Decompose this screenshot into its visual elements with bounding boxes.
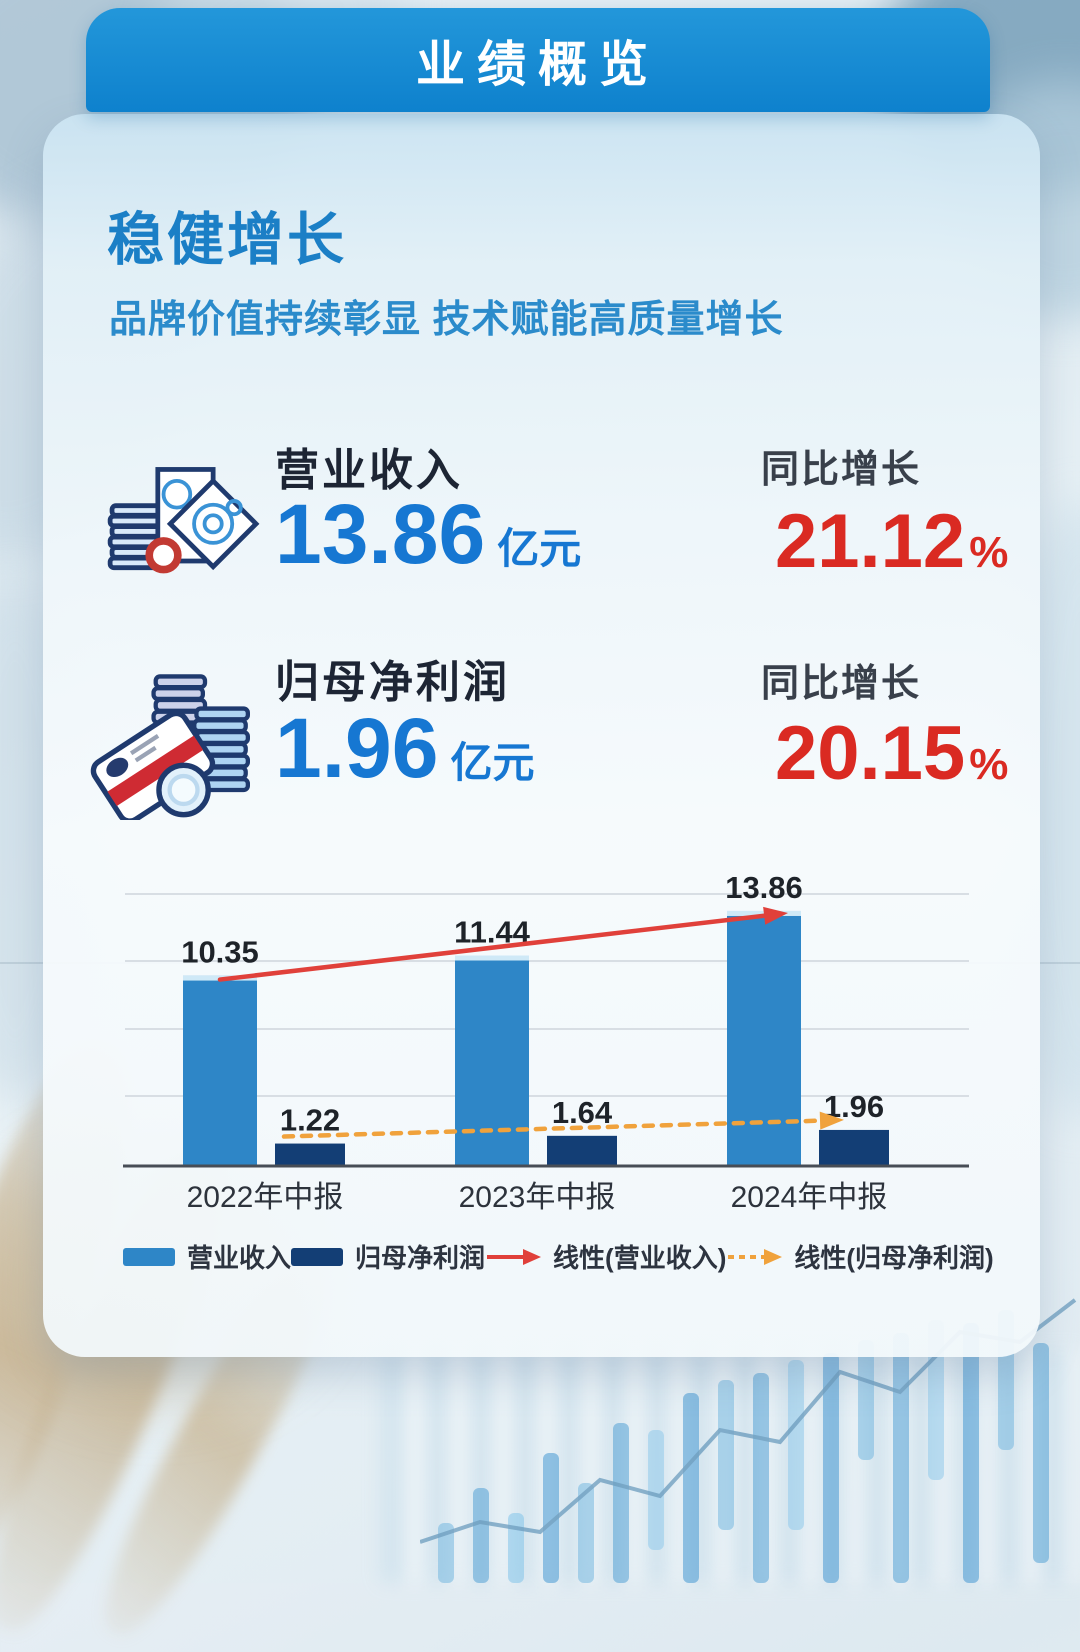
section-title: 稳健增长 [107,208,347,272]
legend-label-profit-trend: 线性(归母净利润) [794,1243,994,1273]
revenue-number: 13.86 [275,487,486,581]
banknotes-coins-icon [107,467,260,574]
legend-swatch-revenue [123,1247,175,1266]
performance-chart: 10.351.222022年中报11.441.642023年中报13.861.9… [123,870,969,1214]
net-profit-unit: 亿元 [450,739,535,786]
page-title: 业绩概览 [415,37,660,92]
svg-text:1.22: 1.22 [280,1103,340,1138]
revenue-growth-percent-sign: % [969,528,1009,577]
legend-swatch-profit [291,1247,344,1266]
legend-item-net-profit: 归母净利润 [291,1238,485,1275]
legend-item-revenue: 营业收入 [123,1238,291,1275]
revenue-label: 营业收入 [275,446,463,495]
net-profit-growth-number: 20.15 [775,711,966,796]
net-profit-number: 1.96 [275,701,439,795]
background-stock-chart [420,1298,1077,1583]
svg-text:1.64: 1.64 [552,1095,613,1130]
svg-text:2022年中报: 2022年中报 [187,1181,344,1214]
credit-card-coins-icon [90,674,250,820]
legend-label-revenue-trend: 线性(营业收入) [553,1243,727,1273]
section-subtitle: 品牌价值持续彰显 技术赋能高质量增长 [109,299,784,341]
legend-label-net-profit: 归母净利润 [355,1243,486,1273]
net-profit-growth-label: 同比增长 [761,663,922,705]
revenue-value: 13.86 亿元 [275,492,581,576]
revenue-growth-value: 21.12 % [775,504,1008,580]
net-profit-value: 1.96 亿元 [275,706,535,790]
legend-item-revenue-trend: 线性(营业收入) [485,1238,726,1275]
chart-legend: 营业收入 归母净利润 线性(营业收入) 线性(归母净利润) [123,1238,994,1275]
net-profit-growth-percent-sign: % [969,740,1009,789]
svg-text:13.86: 13.86 [725,870,803,905]
svg-text:2023年中报: 2023年中报 [459,1181,616,1214]
legend-arrow-profit-trend [728,1248,783,1265]
legend-label-revenue: 营业收入 [187,1243,292,1273]
legend-arrow-revenue-trend [487,1248,542,1265]
revenue-growth-number: 21.12 [775,499,966,584]
report-card: 稳健增长 品牌价值持续彰显 技术赋能高质量增长 营业收入 13.86 亿元 同比… [43,114,1040,1357]
svg-text:2024年中报: 2024年中报 [731,1181,888,1214]
header-banner: 业绩概览 [86,8,990,112]
net-profit-label: 归母净利润 [275,658,510,707]
revenue-unit: 亿元 [497,525,582,572]
svg-text:10.35: 10.35 [181,935,259,970]
revenue-growth-label: 同比增长 [761,449,922,491]
net-profit-growth-value: 20.15 % [775,716,1008,792]
legend-item-profit-trend: 线性(归母净利润) [726,1238,994,1275]
